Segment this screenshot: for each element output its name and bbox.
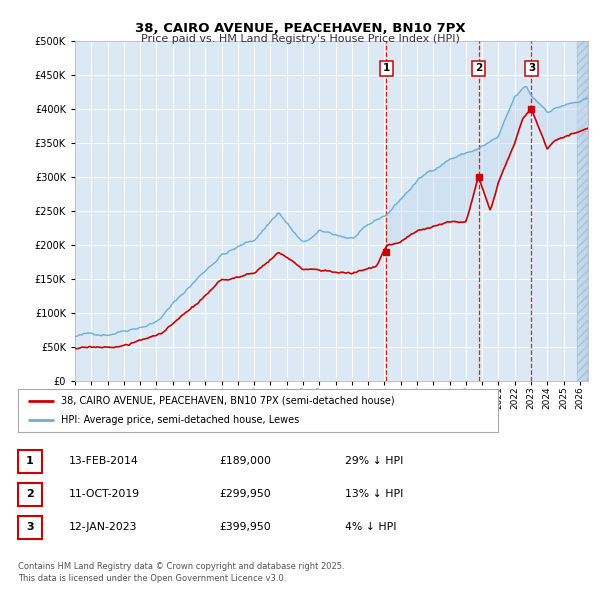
Text: 1: 1 xyxy=(26,457,34,466)
Bar xyxy=(577,41,588,381)
Text: 29% ↓ HPI: 29% ↓ HPI xyxy=(345,457,403,466)
Text: 12-JAN-2023: 12-JAN-2023 xyxy=(69,523,137,532)
Text: 4% ↓ HPI: 4% ↓ HPI xyxy=(345,523,397,532)
Text: 38, CAIRO AVENUE, PEACEHAVEN, BN10 7PX: 38, CAIRO AVENUE, PEACEHAVEN, BN10 7PX xyxy=(134,22,466,35)
Text: 2: 2 xyxy=(26,490,34,499)
Text: 38, CAIRO AVENUE, PEACEHAVEN, BN10 7PX (semi-detached house): 38, CAIRO AVENUE, PEACEHAVEN, BN10 7PX (… xyxy=(61,396,395,406)
Text: 3: 3 xyxy=(26,523,34,532)
Text: 1: 1 xyxy=(383,64,390,73)
Text: £299,950: £299,950 xyxy=(219,490,271,499)
Text: HPI: Average price, semi-detached house, Lewes: HPI: Average price, semi-detached house,… xyxy=(61,415,299,425)
Text: 11-OCT-2019: 11-OCT-2019 xyxy=(69,490,140,499)
Text: £189,000: £189,000 xyxy=(219,457,271,466)
Text: 13-FEB-2014: 13-FEB-2014 xyxy=(69,457,139,466)
Text: 2: 2 xyxy=(475,64,482,73)
Text: 13% ↓ HPI: 13% ↓ HPI xyxy=(345,490,403,499)
Text: £399,950: £399,950 xyxy=(219,523,271,532)
Text: 3: 3 xyxy=(528,64,535,73)
Text: Price paid vs. HM Land Registry's House Price Index (HPI): Price paid vs. HM Land Registry's House … xyxy=(140,34,460,44)
Text: Contains HM Land Registry data © Crown copyright and database right 2025.
This d: Contains HM Land Registry data © Crown c… xyxy=(18,562,344,583)
